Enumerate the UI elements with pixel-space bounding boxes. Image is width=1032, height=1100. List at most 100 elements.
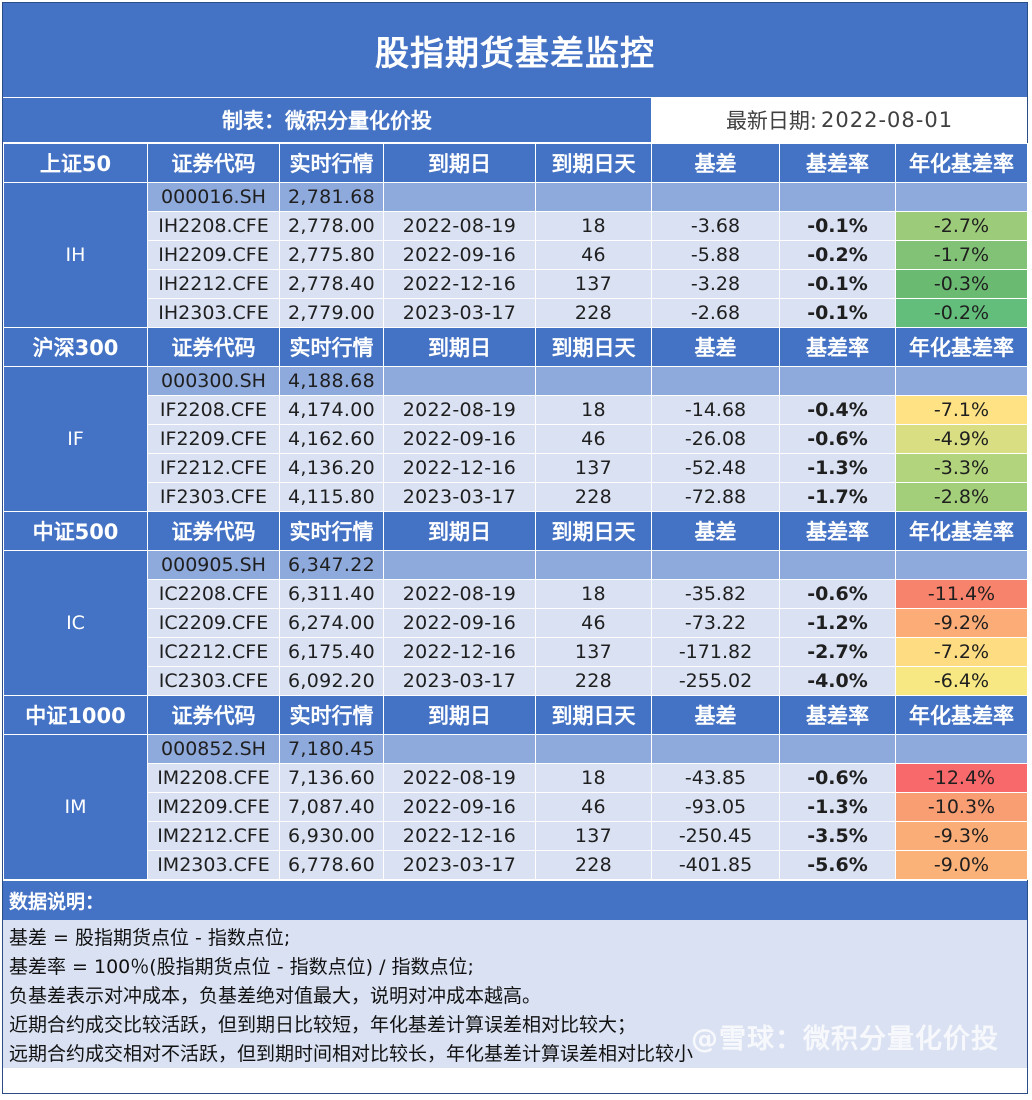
- index-code: 000905.SH: [147, 550, 280, 580]
- latest-date-label: 最新日期:: [725, 109, 818, 133]
- expiry-date: 2022-08-19: [383, 763, 536, 793]
- column-header-price: 实时行情: [279, 695, 384, 735]
- expiry-date: 2022-09-16: [383, 424, 536, 454]
- basis-value: -3.68: [651, 211, 780, 241]
- contract-price: 2,775.80: [279, 240, 384, 270]
- index-row: IM 000852.SH 7,180.45: [3, 734, 1028, 880]
- group-label: IH: [3, 182, 148, 328]
- table-row: IF2303.CFE 4,115.80 2023-03-17 228 -72.88 -1.…: [4, 482, 1028, 512]
- column-header-annual: 年化基差率: [895, 327, 1028, 367]
- expiry-date: 2022-08-19: [383, 579, 536, 609]
- expiry-date: 2022-12-16: [383, 637, 536, 667]
- expiry-date: 2022-09-16: [383, 608, 536, 638]
- empty-cell: [651, 366, 780, 396]
- column-header-rate: 基差率: [779, 695, 896, 735]
- table-row: IM2303.CFE 6,778.60 2023-03-17 228 -401.85 -5…: [4, 850, 1028, 880]
- basis-value: -26.08: [651, 424, 780, 454]
- expiry-date: 2023-03-17: [383, 850, 536, 880]
- column-header-expiry: 到期日: [383, 143, 536, 183]
- basis-value: -52.48: [651, 453, 780, 483]
- days-to-expiry: 18: [535, 579, 652, 609]
- basis-rate: -5.6%: [779, 850, 896, 880]
- empty-cell: [535, 182, 652, 212]
- sheet-title: 股指期货基差监控: [3, 3, 1027, 98]
- index-row: IC 000905.SH 6,347.22: [3, 550, 1028, 696]
- basis-table: 上证50 证券代码 实时行情 到期日 到期日天 基差 基差率 年化基差率 IH 000016.SH…: [3, 143, 1028, 880]
- table-row: IH2209.CFE 2,775.80 2022-09-16 46 -5.88 -0.2%…: [4, 240, 1028, 270]
- annualized-basis-rate: -9.3%: [895, 821, 1028, 851]
- column-header-rate: 基差率: [779, 143, 896, 183]
- column-header-basis: 基差: [651, 695, 780, 735]
- contract-price: 2,778.00: [279, 211, 384, 241]
- basis-rate: -0.1%: [779, 269, 896, 299]
- column-header-days: 到期日天: [535, 695, 652, 735]
- group-header-row: 沪深300 证券代码 实时行情 到期日 到期日天 基差 基差率 年化基差率: [3, 327, 1028, 367]
- empty-cell: [895, 182, 1028, 212]
- basis-rate: -0.2%: [779, 240, 896, 270]
- expiry-date: 2022-08-19: [383, 211, 536, 241]
- empty-cell: [779, 366, 896, 396]
- index-price: 6,347.22: [279, 550, 384, 580]
- contract-price: 2,779.00: [279, 298, 384, 328]
- contract-price: 4,115.80: [279, 482, 384, 512]
- table-row: IM2208.CFE 7,136.60 2022-08-19 18 -43.85 -0.6…: [4, 763, 1028, 793]
- contract-price: 4,174.00: [279, 395, 384, 425]
- empty-cell: [651, 734, 780, 764]
- basis-value: -171.82: [651, 637, 780, 667]
- contract-price: 6,930.00: [279, 821, 384, 851]
- annualized-basis-rate: -9.2%: [895, 608, 1028, 638]
- expiry-date: 2022-12-16: [383, 269, 536, 299]
- table-row: IC2209.CFE 6,274.00 2022-09-16 46 -73.22 -1.2…: [4, 608, 1028, 638]
- contract-code: IH2208.CFE: [147, 211, 280, 241]
- empty-cell: [779, 734, 896, 764]
- table-row: IH2212.CFE 2,778.40 2022-12-16 137 -3.28 -0.1…: [4, 269, 1028, 299]
- column-header-expiry: 到期日: [383, 327, 536, 367]
- table-row: IM2212.CFE 6,930.00 2022-12-16 137 -250.45 -3…: [4, 821, 1028, 851]
- empty-cell: [535, 366, 652, 396]
- basis-rate: -0.1%: [779, 211, 896, 241]
- basis-value: -3.28: [651, 269, 780, 299]
- group-name: 中证1000: [3, 695, 148, 735]
- maker-label: 制表：微积分量化价投: [3, 98, 652, 142]
- empty-cell: [651, 550, 780, 580]
- basis-rate: -3.5%: [779, 821, 896, 851]
- contract-price: 4,136.20: [279, 453, 384, 483]
- meta-row: 制表：微积分量化价投 最新日期: 2022-08-01: [3, 98, 1027, 143]
- contract-code: IM2212.CFE: [147, 821, 280, 851]
- expiry-date: 2022-12-16: [383, 453, 536, 483]
- contract-code: IH2212.CFE: [147, 269, 280, 299]
- group-label: IF: [3, 366, 148, 512]
- expiry-date: 2022-12-16: [383, 821, 536, 851]
- contract-code: IF2303.CFE: [147, 482, 280, 512]
- days-to-expiry: 137: [535, 821, 652, 851]
- group-name: 沪深300: [3, 327, 148, 367]
- column-header-days: 到期日天: [535, 143, 652, 183]
- basis-rate: -4.0%: [779, 666, 896, 696]
- basis-rate: -1.3%: [779, 792, 896, 822]
- contract-price: 2,778.40: [279, 269, 384, 299]
- column-header-code: 证券代码: [147, 143, 280, 183]
- annualized-basis-rate: -2.7%: [895, 211, 1028, 241]
- index-code: 000852.SH: [147, 734, 280, 764]
- contract-code: IC2208.CFE: [147, 579, 280, 609]
- table-row: IM2209.CFE 7,087.40 2022-09-16 46 -93.05 -1.3…: [4, 792, 1028, 822]
- index-code: 000016.SH: [147, 182, 280, 212]
- column-header-code: 证券代码: [147, 511, 280, 551]
- index-price: 4,188.68: [279, 366, 384, 396]
- days-to-expiry: 18: [535, 763, 652, 793]
- empty-cell: [895, 366, 1028, 396]
- basis-value: -255.02: [651, 666, 780, 696]
- contract-code: IF2209.CFE: [147, 424, 280, 454]
- table-row: IF2212.CFE 4,136.20 2022-12-16 137 -52.48 -1.…: [4, 453, 1028, 483]
- expiry-date: 2023-03-17: [383, 482, 536, 512]
- days-to-expiry: 46: [535, 240, 652, 270]
- basis-value: -93.05: [651, 792, 780, 822]
- days-to-expiry: 18: [535, 211, 652, 241]
- contract-code: IM2303.CFE: [147, 850, 280, 880]
- empty-cell: [383, 182, 536, 212]
- contract-code: IH2303.CFE: [147, 298, 280, 328]
- note-line: 基差率 = 100％(股指期货点位 - 指数点位) / 指数点位;: [9, 956, 474, 978]
- index-price: 2,781.68: [279, 182, 384, 212]
- days-to-expiry: 228: [535, 850, 652, 880]
- basis-value: -72.88: [651, 482, 780, 512]
